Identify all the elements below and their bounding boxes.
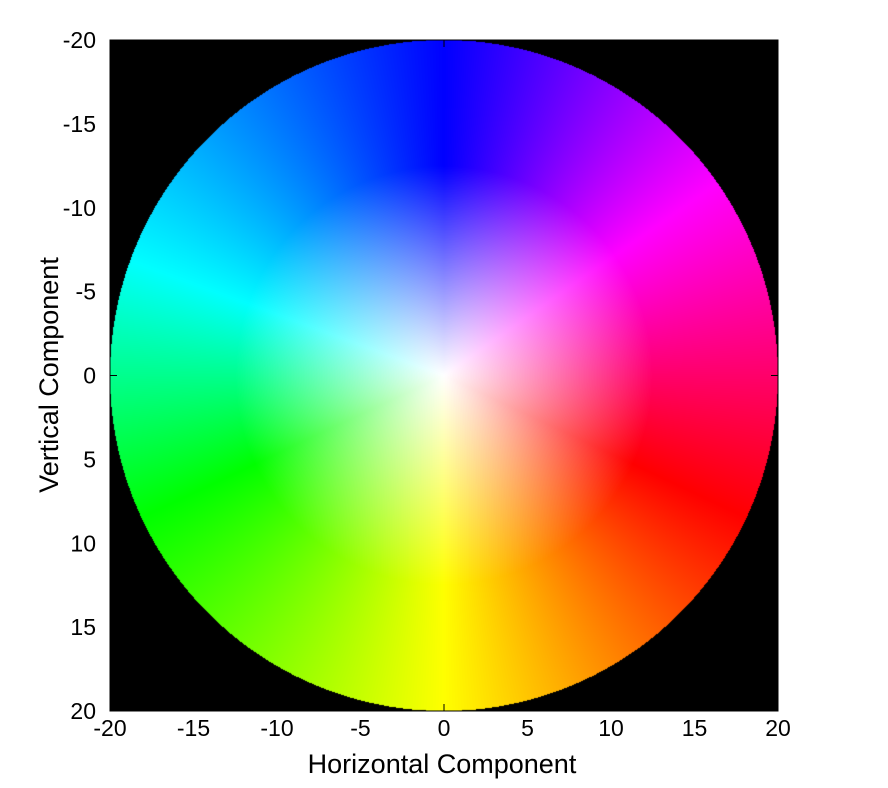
x-tick-label: 0 [438, 715, 451, 741]
x-axis-label: Horizontal Component [308, 749, 577, 779]
y-tick-label: -5 [76, 279, 96, 305]
x-tick-label: 20 [765, 715, 791, 741]
y-tick-label: 15 [70, 614, 96, 640]
x-tick-label: -15 [177, 715, 210, 741]
x-tick-group: -20 -15 -10 -5 0 5 10 15 20 [93, 40, 791, 741]
y-tick-label: 5 [83, 446, 96, 472]
y-tick-label: -10 [63, 195, 96, 221]
y-tick-label: 10 [70, 530, 96, 556]
plot-area [110, 40, 778, 711]
x-tick-label: -20 [93, 715, 126, 741]
y-tick-group: -20 -15 -10 -5 0 5 10 15 20 [63, 27, 778, 724]
y-tick-label: 20 [70, 698, 96, 724]
x-tick-label: -10 [260, 715, 293, 741]
color-wheel-disk [110, 40, 778, 711]
axes-frame [109, 39, 779, 712]
x-tick-label: 15 [682, 715, 708, 741]
x-tick-label: -5 [350, 715, 370, 741]
y-axis-label: Vertical Component [34, 257, 64, 493]
x-tick-label: 5 [521, 715, 534, 741]
y-tick-label: -15 [63, 111, 96, 137]
x-tick-label: 10 [598, 715, 624, 741]
y-tick-label: -20 [63, 27, 96, 53]
y-tick-label: 0 [83, 363, 96, 389]
